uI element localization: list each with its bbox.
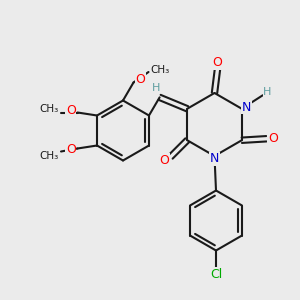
Text: O: O [135, 73, 145, 86]
Text: O: O [213, 56, 222, 69]
Text: N: N [210, 152, 219, 166]
Text: CH₃: CH₃ [39, 151, 58, 161]
Text: O: O [66, 104, 76, 118]
Text: O: O [159, 154, 169, 167]
Text: H: H [263, 87, 272, 97]
Text: O: O [268, 132, 278, 145]
Text: O: O [66, 143, 76, 157]
Text: Cl: Cl [210, 268, 222, 281]
Text: CH₃: CH₃ [39, 104, 58, 114]
Text: N: N [242, 101, 251, 114]
Text: H: H [152, 83, 160, 93]
Text: CH₃: CH₃ [150, 64, 169, 75]
